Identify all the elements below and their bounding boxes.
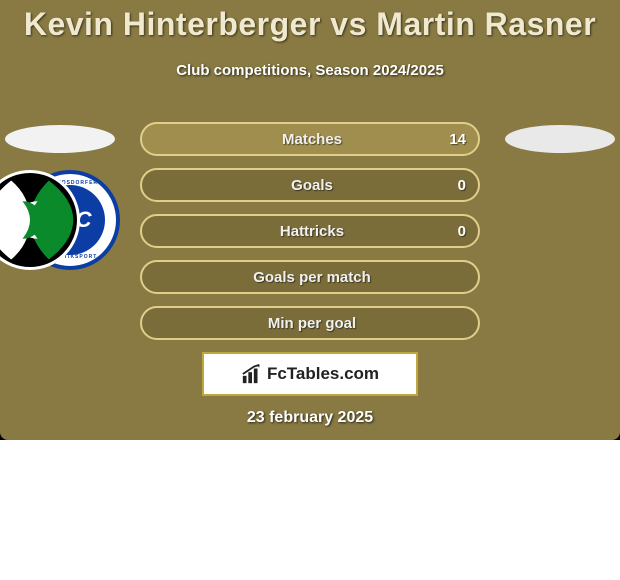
stat-row: Goals per match xyxy=(140,260,480,294)
footer-brand-text: FcTables.com xyxy=(267,364,379,384)
stat-value-right: 14 xyxy=(449,131,466,148)
footer-brand-box[interactable]: FcTables.com xyxy=(202,352,418,396)
player-silhouette-right xyxy=(505,125,615,153)
stat-label: Hattricks xyxy=(142,223,482,240)
stat-label: Goals per match xyxy=(142,269,482,286)
stat-row: Matches14 xyxy=(140,122,480,156)
stat-label: Matches xyxy=(142,131,482,148)
stat-row: Hattricks0 xyxy=(140,214,480,248)
stat-value-right: 0 xyxy=(458,177,466,194)
club-badge-right xyxy=(0,170,80,270)
page-subtitle: Club competitions, Season 2024/2025 xyxy=(0,62,620,79)
chart-icon xyxy=(241,363,263,385)
background-below xyxy=(0,440,620,580)
stat-row: Min per goal xyxy=(140,306,480,340)
player-silhouette-left xyxy=(5,125,115,153)
club-badge-right-svg xyxy=(0,173,77,267)
date-line: 23 february 2025 xyxy=(0,409,620,427)
stat-label: Min per goal xyxy=(142,315,482,332)
stat-label: Goals xyxy=(142,177,482,194)
page-title: Kevin Hinterberger vs Martin Rasner xyxy=(0,6,620,43)
stat-row: Goals0 xyxy=(140,168,480,202)
stat-value-right: 0 xyxy=(458,223,466,240)
